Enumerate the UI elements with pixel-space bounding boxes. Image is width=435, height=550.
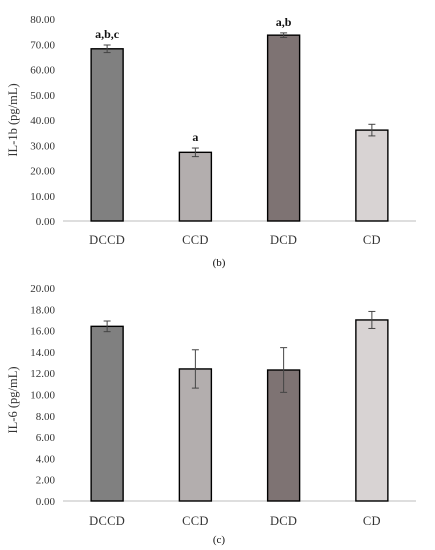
y-tick-label: 0.00: [36, 496, 56, 508]
y-tick-label: 4.00: [36, 453, 56, 465]
y-tick-label: 60.00: [30, 65, 55, 77]
bars: [90, 34, 389, 222]
significance-label: a,b: [276, 15, 292, 29]
bar: [178, 368, 213, 502]
y-tick-label: 8.00: [36, 411, 56, 423]
y-tick-label: 14.00: [30, 347, 55, 359]
y-tick-label: 10.00: [30, 390, 55, 402]
y-tick-label: 30.00: [30, 140, 55, 152]
x-tick-labels: DCCD CCD DCD CD: [89, 514, 381, 528]
y-tick-labels: 0.00 2.00 4.00 6.00 8.00 10.00 12.00 14.00 16.00…: [30, 283, 55, 508]
x-tick-label: CD: [363, 514, 381, 528]
y-tick-labels: 0.00 10.00 20.00 30.00 40.00 50.00 60.00 70.00 8…: [30, 14, 55, 228]
bar: [355, 129, 389, 222]
x-tick-label: DCCD: [89, 233, 125, 247]
significance-label: a,b,c: [95, 27, 120, 41]
y-tick-label: 80.00: [30, 14, 55, 26]
x-tick-label: DCCD: [89, 514, 125, 528]
bars: [90, 319, 389, 502]
bar: [178, 151, 213, 222]
panel-caption: (b): [213, 257, 226, 269]
x-tick-label: CCD: [182, 233, 209, 247]
y-tick-label: 12.00: [30, 368, 55, 380]
y-tick-label: 50.00: [30, 90, 55, 102]
x-tick-labels: DCCD CCD DCD CD: [89, 233, 381, 247]
y-tick-label: 0.00: [36, 216, 56, 228]
panel-caption: (c): [213, 534, 226, 546]
y-tick-label: 6.00: [36, 432, 56, 444]
bar: [355, 319, 389, 502]
bar: [90, 48, 124, 222]
bar-annotations: a,b,c a a,b: [95, 15, 292, 144]
bar: [90, 325, 124, 502]
y-tick-label: 20.00: [30, 166, 55, 178]
y-tick-label: 18.00: [30, 304, 55, 316]
error-bars: [103, 32, 376, 158]
bar: [266, 34, 301, 222]
y-tick-label: 16.00: [30, 326, 55, 338]
y-tick-label: 10.00: [30, 191, 55, 203]
x-tick-label: DCD: [270, 514, 297, 528]
significance-label: a: [192, 130, 198, 144]
chart-il1b: IL-1b (pg/mL) 0.00 10.00 20.00 30.00 40.00 50…: [6, 14, 416, 269]
error-bars: [103, 310, 376, 393]
y-axis-label: IL-6 (pg/mL): [6, 367, 20, 434]
chart-il6: IL-6 (pg/mL) 0.00 2.00 4.00 6.00 8.00 10.00 12…: [6, 283, 416, 546]
y-axis-label: IL-1b (pg/mL): [6, 83, 20, 156]
bar: [266, 369, 301, 502]
y-tick-label: 70.00: [30, 39, 55, 51]
y-tick-label: 40.00: [30, 115, 55, 127]
y-tick-label: 2.00: [36, 475, 56, 487]
x-tick-label: DCD: [270, 233, 297, 247]
y-tick-label: 20.00: [30, 283, 55, 295]
x-tick-label: CCD: [182, 514, 209, 528]
x-tick-label: CD: [363, 233, 381, 247]
